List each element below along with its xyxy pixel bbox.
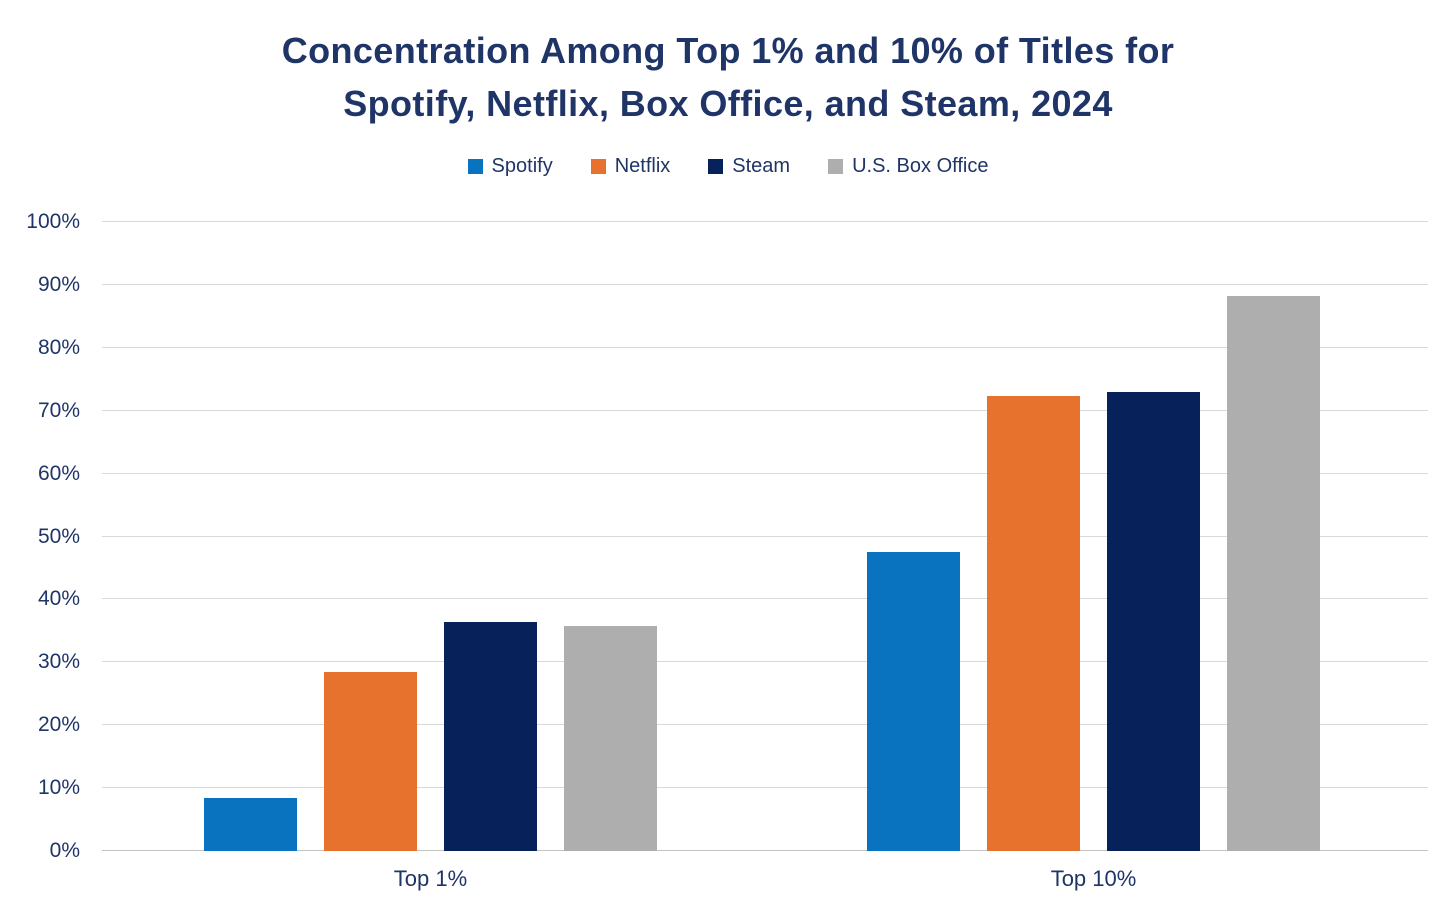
legend-marker-icon-steam <box>708 159 724 174</box>
bar-u-s-box-office-top-1 <box>564 626 657 851</box>
plot-area: 0% 10% 20% 30% 40% 50% 60% 70% 80% 90% 100% Top 1% T… <box>26 210 1428 891</box>
y-axis-tick-label-90: 90% <box>37 272 80 296</box>
chart-title: Concentration Among Top 1% and 10% of Ti… <box>0 24 1456 130</box>
gridline-70 <box>102 409 1428 411</box>
legend-item-steam: Steam <box>708 155 790 178</box>
gridline-50 <box>102 535 1428 537</box>
y-axis-tick-label-50: 50% <box>37 524 80 548</box>
legend-marker-icon-spotify <box>467 159 483 174</box>
gridline-90 <box>102 283 1428 285</box>
y-axis-tick-label-20: 20% <box>37 713 80 737</box>
bar-netflix-top-10 <box>987 396 1080 851</box>
legend-label-spotify: Spotify <box>491 155 553 177</box>
y-axis-tick-label-60: 60% <box>37 461 80 485</box>
y-axis-tick-label-0: 0% <box>49 839 80 862</box>
y-axis-tick-label-70: 70% <box>37 398 80 422</box>
gridline-30 <box>102 661 1428 663</box>
y-axis-tick-label-40: 40% <box>37 587 80 611</box>
gridline-0 <box>102 850 1428 851</box>
legend-item-u-s-box-office: U.S. Box Office <box>828 155 988 178</box>
bar-netflix-top-1 <box>324 672 417 851</box>
bar-spotify-top-1 <box>204 798 297 851</box>
legend-marker-icon-netflix <box>590 159 606 174</box>
bar-group-top-1 <box>204 222 657 851</box>
bar-group-top-10 <box>867 222 1320 851</box>
legend-marker-icon-u-s-box-office <box>828 159 844 174</box>
legend-item-spotify: Spotify <box>467 155 553 178</box>
y-axis-tick-label-80: 80% <box>37 335 80 359</box>
y-axis-tick-label-10: 10% <box>37 776 80 800</box>
legend-label-netflix: Netflix <box>614 155 671 177</box>
x-axis-category-label-top-1: Top 1% <box>393 866 468 891</box>
bar-spotify-top-10 <box>867 552 960 851</box>
bar-steam-top-1 <box>444 622 537 851</box>
legend-label-u-s-box-office: U.S. Box Office <box>852 155 989 177</box>
x-axis-category-label-top-10: Top 10% <box>1050 866 1137 891</box>
y-axis-tick-label-100: 100% <box>26 210 80 233</box>
y-axis-tick-label-30: 30% <box>37 650 80 674</box>
gridline-80 <box>102 346 1428 348</box>
gridline-10 <box>102 787 1428 789</box>
gridline-60 <box>102 472 1428 474</box>
bar-u-s-box-office-top-10 <box>1227 296 1320 851</box>
bar-steam-top-10 <box>1107 391 1200 851</box>
chart-title-line-1: Concentration Among Top 1% and 10% of Ti… <box>281 30 1175 71</box>
chart-legend: Spotify Netflix Steam U.S. Box Office <box>0 155 1456 178</box>
legend-label-steam: Steam <box>732 155 791 177</box>
chart-title-line-2: Spotify, Netflix, Box Office, and Steam,… <box>343 83 1113 124</box>
legend-item-netflix: Netflix <box>590 155 671 178</box>
gridline-100 <box>102 221 1428 222</box>
gridline-20 <box>102 724 1428 726</box>
gridline-40 <box>102 598 1428 600</box>
